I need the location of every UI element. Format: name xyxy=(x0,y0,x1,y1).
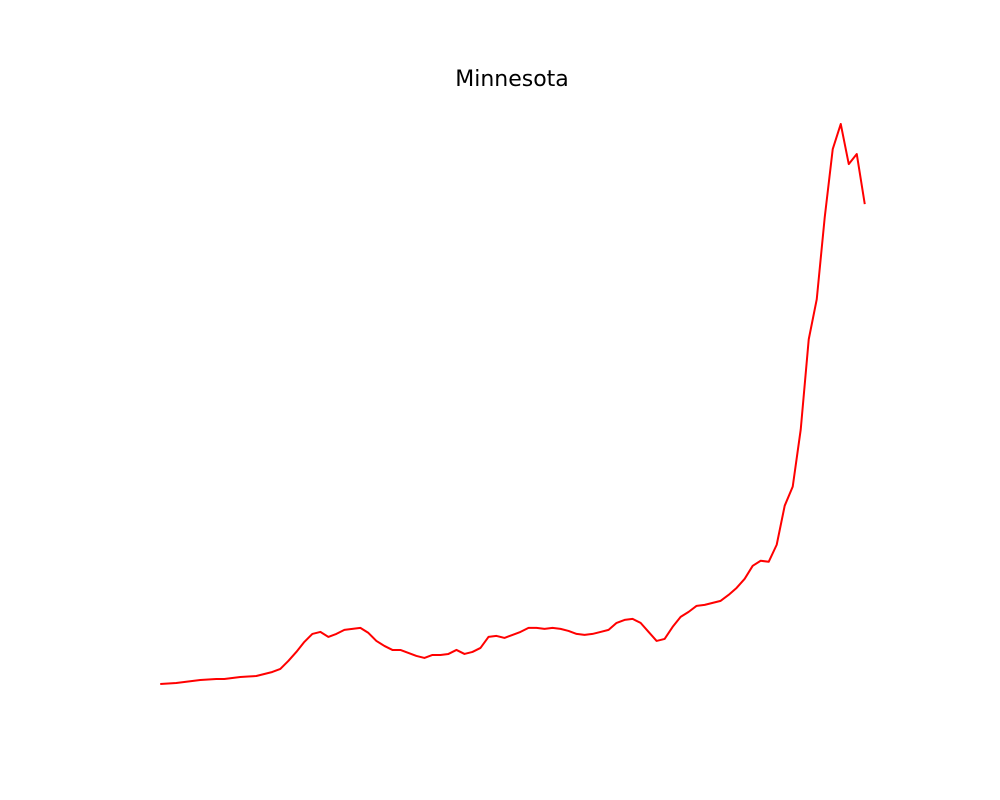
chart-title: Minnesota xyxy=(455,67,569,92)
data-line xyxy=(160,123,866,685)
